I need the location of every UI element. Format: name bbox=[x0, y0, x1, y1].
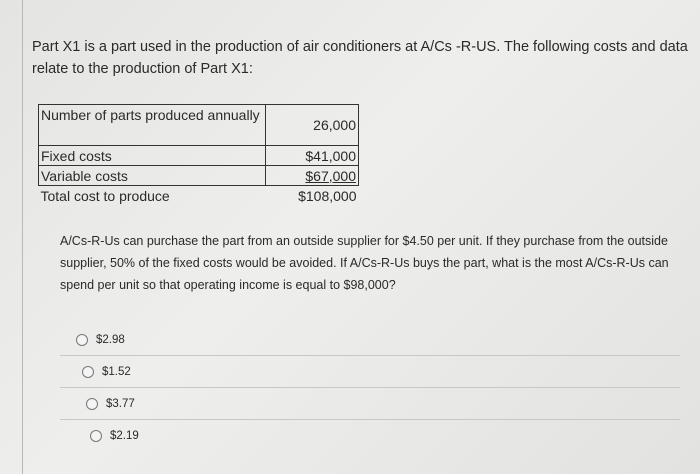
question-intro: Part X1 is a part used in the production… bbox=[32, 39, 688, 77]
table-row: Total cost to produce $108,000 bbox=[38, 185, 359, 205]
question-text: A/Cs-R-Us can purchase the part from an … bbox=[60, 234, 669, 292]
answer-option[interactable]: $1.52 bbox=[60, 356, 680, 388]
option-label: $1.52 bbox=[102, 365, 131, 378]
row-label: Total cost to produce bbox=[38, 185, 266, 205]
row-value: $41,000 bbox=[265, 145, 359, 166]
row-value: 26,000 bbox=[265, 104, 359, 146]
radio-button[interactable] bbox=[90, 429, 102, 442]
radio-button[interactable] bbox=[82, 365, 94, 378]
option-label: $2.98 bbox=[96, 333, 125, 346]
answer-option[interactable]: $2.98 bbox=[60, 324, 680, 356]
table-row: Number of parts produced annually 26,000 bbox=[38, 104, 359, 146]
page-frame bbox=[22, 0, 700, 474]
answer-options: $2.98 $1.52 $3.77 $2.19 bbox=[60, 324, 680, 451]
row-label: Number of parts produced annually bbox=[38, 104, 266, 146]
option-label: $3.77 bbox=[106, 397, 135, 410]
row-value: $108,000 bbox=[298, 187, 357, 204]
radio-button[interactable] bbox=[76, 333, 88, 346]
table-row: Variable costs $67,000 bbox=[38, 165, 359, 186]
cost-table: Number of parts produced annually 26,000… bbox=[38, 104, 359, 205]
row-value: $67,000 bbox=[265, 165, 359, 186]
answer-option[interactable]: $3.77 bbox=[60, 388, 680, 420]
table-row: Fixed costs $41,000 bbox=[38, 145, 359, 166]
row-label: Fixed costs bbox=[38, 145, 266, 166]
answer-option[interactable]: $2.19 bbox=[60, 420, 680, 451]
option-label: $2.19 bbox=[110, 429, 139, 442]
radio-button[interactable] bbox=[86, 397, 98, 410]
row-label: Variable costs bbox=[38, 165, 266, 186]
